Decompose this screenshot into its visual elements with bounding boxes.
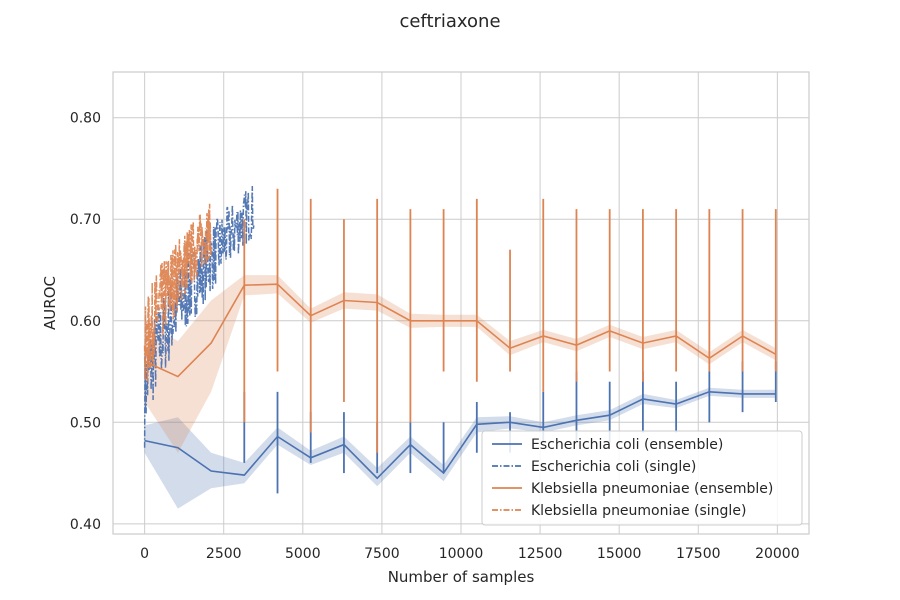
series-lines xyxy=(143,185,777,494)
plot-frame xyxy=(112,71,810,535)
y-axis-label: AUROC xyxy=(41,276,59,330)
legend: Escherichia coli (ensemble) Escherichia c… xyxy=(481,430,803,526)
x-tick-label: 7500 xyxy=(364,546,400,562)
series-line-2 xyxy=(144,283,777,378)
x-tick-label: 5000 xyxy=(285,546,321,562)
y-tick-label: 0.50 xyxy=(70,415,101,431)
legend-label-0: Escherichia coli (ensemble) xyxy=(531,437,723,453)
ticks: 0 2500 5000 7500 10000 12500 15000 17500 20000 0.… xyxy=(70,111,800,562)
x-tick-label: 2500 xyxy=(206,546,242,562)
legend-box xyxy=(481,430,803,526)
x-tick-label: 17500 xyxy=(676,546,721,562)
legend-label-3: Klebsiella pneumoniae (single) xyxy=(531,503,746,519)
x-tick-label: 10000 xyxy=(439,546,484,562)
y-tick-label: 0.70 xyxy=(70,212,101,228)
x-tick-label: 12500 xyxy=(518,546,563,562)
series-line-3 xyxy=(143,203,212,382)
series-line-1 xyxy=(143,185,255,448)
series-band-2 xyxy=(144,275,776,453)
chart-title: ceftriaxone xyxy=(399,11,500,32)
y-tick-label: 0.40 xyxy=(70,517,101,533)
y-tick-label: 0.60 xyxy=(70,314,101,330)
x-tick-label: 15000 xyxy=(597,546,642,562)
x-tick-label: 0 xyxy=(140,546,149,562)
x-tick-label: 20000 xyxy=(755,546,800,562)
series-line-0 xyxy=(144,390,776,480)
grid xyxy=(113,72,809,534)
x-axis-label: Number of samples xyxy=(388,568,535,586)
y-tick-label: 0.80 xyxy=(70,111,101,127)
legend-label-1: Escherichia coli (single) xyxy=(531,459,696,475)
legend-label-2: Klebsiella pneumoniae (ensemble) xyxy=(531,481,773,497)
